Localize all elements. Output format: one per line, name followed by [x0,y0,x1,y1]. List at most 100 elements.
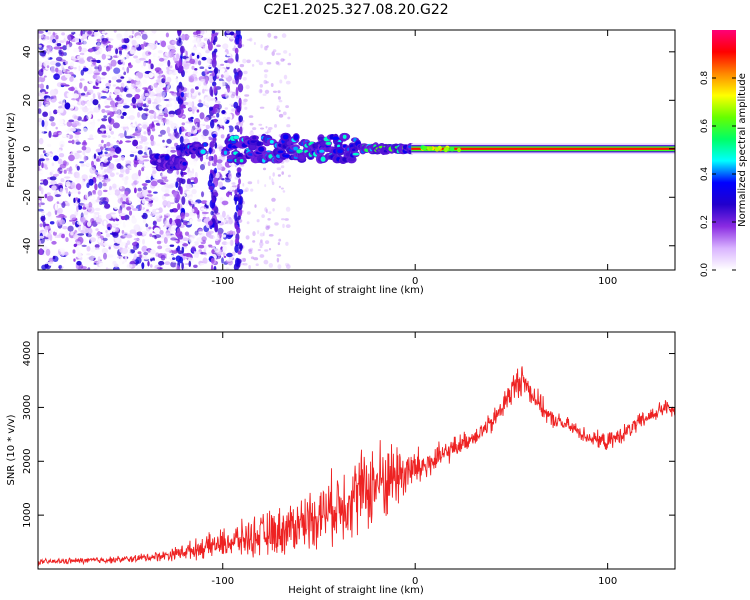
spectrogram-cell [105,54,112,57]
x-tick-label: 0 [412,276,418,287]
spectrogram-cell [203,208,210,212]
colorbar: 0.0 0.2 0.4 0.6 0.8 Normalized spectral ampl… [700,30,748,277]
spectrogram-cell [55,67,59,73]
spectrogram-cell [193,185,200,189]
spectrogram-cell [68,87,75,91]
spectrogram-cell [233,68,237,74]
spectrogram-cell [223,71,229,78]
spectrogram-cell [252,127,257,131]
spectrogram-cell [182,221,188,226]
spectrogram-cell [176,193,181,201]
spectrogram-cell [218,181,224,188]
snr-x-ticks: -100 0 100 [211,332,617,587]
spectrogram-cell [254,204,257,208]
spectrogram-cell [164,261,171,265]
spectrogram-cell [73,243,78,248]
spectrogram-cell [99,128,106,131]
spectrogram-cell [444,146,449,152]
spectrogram-cell [119,212,126,217]
spectrogram-cell [283,74,288,80]
spectrogram-cell [96,266,99,269]
spectrogram-cell [147,113,152,116]
spectrogram-cell [130,102,138,107]
spectrogram-cell [183,135,189,138]
spectrogram-cell [262,167,267,171]
spectrogram-cell [170,149,177,153]
spectrogram-cell [43,69,47,76]
spectrogram-cell [287,62,292,66]
spectrogram-cell [182,237,189,241]
spectrogram-cell [39,83,45,90]
spectrogram-cell [42,231,47,237]
spectrogram-cell [219,128,224,133]
spectrogram-cell [211,249,215,255]
spectrogram-cell [83,210,89,216]
spectrogram-cell [49,230,53,234]
spectrogram-cell [224,107,228,110]
spectrogram-cell [60,82,67,86]
spectrogram-cell [237,218,243,223]
spectrogram-cell [91,59,98,62]
spectrogram-cell [189,218,193,224]
spectrogram-cell [165,49,169,57]
spectrogram-cell [185,61,190,64]
spectrogram-cell [239,159,244,163]
spectrogram-cell [163,179,169,183]
spectrogram-cell [278,99,283,103]
spectrogram-cell [201,251,204,255]
spectrogram-cell [197,218,202,222]
spectrogram-cell [278,185,281,189]
spectrogram-cell [227,159,234,162]
spectrogram-cell [253,257,259,261]
spectrogram-cell [212,191,219,198]
spectrogram-cell [51,162,55,167]
spectrogram-cell [99,77,106,80]
spectrogram-cell [80,100,86,106]
spectrogram-cell [173,104,180,110]
spectrogram-cell [128,62,131,66]
spectrogram-cell [40,182,44,185]
spectrogram-cell [77,226,81,231]
spectrogram-cell [126,240,131,246]
spectrogram-cell [87,227,93,235]
spectrogram-cell [245,187,249,192]
spectrogram-cell [175,144,181,151]
spectrogram-cell [141,245,148,253]
spectrogram-cell [243,70,248,75]
spectrogram-cell [238,115,243,123]
spectrogram-cell [278,113,284,118]
spectrogram-cell [38,76,41,83]
spectrogram-cell [184,126,189,130]
spectrogram-cell [94,66,99,70]
spectrogram-cell [197,122,200,128]
spectrogram-cell [236,217,239,224]
x-tick-label: -100 [211,276,234,287]
spectrogram-cell [121,38,125,44]
spectrogram-cell [142,186,148,190]
spectrogram-cell [259,106,265,109]
y-tick-label: -20 [22,189,33,205]
spectrogram-cell [185,183,192,190]
spectrogram-cell [105,47,112,52]
spectrogram-cell [95,228,99,231]
spectrogram-cell [235,257,240,267]
spectrogram-cell [225,30,231,34]
spectrogram-cell [249,144,257,149]
spectrogram-cell [203,38,208,41]
spectrogram-cell [58,132,64,136]
spectrogram-cell [159,230,164,235]
spectrogram-cell [103,241,109,246]
spectrogram-cell [275,52,281,56]
spectrogram-cell [215,201,222,208]
spectrogram-cell [60,144,64,148]
spectrogram-cell [148,59,152,65]
y-tick-label: -40 [22,238,33,254]
spectrogram-cell [38,44,42,48]
spectrogram-cell [70,231,74,236]
spectrogram-cell [245,235,250,240]
spectrogram-cell [83,116,88,122]
spectrogram-cell [180,105,187,109]
spectrogram-cell [202,135,210,143]
spectrogram-cell [82,30,86,35]
spectrogram-cell [155,215,160,219]
